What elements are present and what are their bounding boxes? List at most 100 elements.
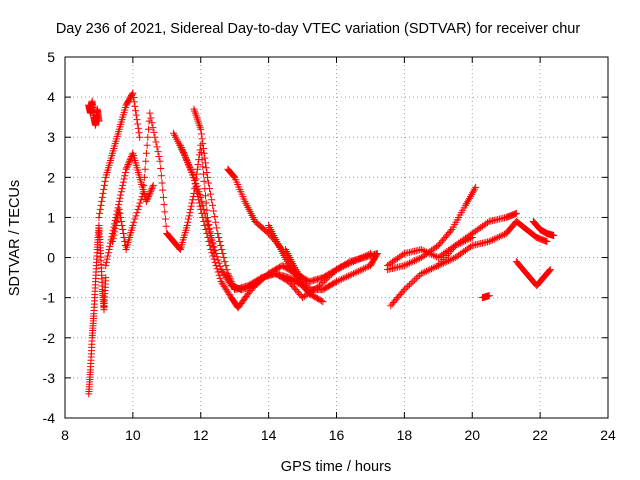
data-point xyxy=(117,188,125,196)
data-point xyxy=(150,128,158,136)
data-point xyxy=(216,238,224,246)
data-point xyxy=(111,225,119,233)
data-point xyxy=(191,180,199,188)
data-point xyxy=(142,197,150,205)
plot-frame xyxy=(64,56,609,419)
data-point xyxy=(126,156,134,164)
data-point xyxy=(411,276,419,284)
data-point xyxy=(485,292,493,300)
y-axis-label: SDTVAR / TECUs xyxy=(7,180,23,296)
data-point xyxy=(438,260,446,268)
data-point xyxy=(217,242,225,250)
data-point xyxy=(103,255,111,263)
series-early-high xyxy=(85,97,103,129)
data-point xyxy=(543,238,551,246)
data-point xyxy=(96,205,104,213)
data-point xyxy=(186,209,194,217)
data-point xyxy=(115,209,123,217)
data-point xyxy=(133,209,141,217)
data-point xyxy=(484,219,492,227)
data-point xyxy=(138,193,146,201)
y-tick-label: 4 xyxy=(47,89,55,105)
data-point xyxy=(485,238,493,246)
data-point xyxy=(144,194,152,202)
data-point xyxy=(407,258,415,266)
data-point xyxy=(353,268,361,276)
data-point xyxy=(499,231,507,239)
data-point xyxy=(209,201,217,209)
data-point xyxy=(122,165,130,173)
data-point xyxy=(221,258,229,266)
data-point xyxy=(128,90,136,98)
data-point xyxy=(109,234,117,242)
data-point xyxy=(489,236,497,244)
data-point xyxy=(338,275,346,283)
data-point xyxy=(148,185,156,193)
data-point xyxy=(136,133,144,141)
data-point xyxy=(215,234,223,241)
data-point xyxy=(419,269,427,277)
y-tick-label: -4 xyxy=(43,410,56,426)
data-point xyxy=(414,273,422,281)
data-point xyxy=(100,181,108,189)
data-point xyxy=(421,247,429,255)
data-point xyxy=(188,199,196,207)
data-point xyxy=(412,274,420,282)
x-tick-label: 24 xyxy=(600,427,616,443)
data-point xyxy=(98,197,106,205)
data-point xyxy=(426,250,434,258)
data-point xyxy=(152,138,160,146)
data-point xyxy=(356,266,364,274)
data-point xyxy=(218,246,226,254)
data-point xyxy=(146,189,154,197)
data-point xyxy=(118,221,126,229)
data-point xyxy=(183,221,191,229)
x-tick-label: 14 xyxy=(261,427,277,443)
data-point xyxy=(142,157,150,165)
data-point xyxy=(546,266,554,274)
y-tick-label: 3 xyxy=(47,129,55,145)
data-point xyxy=(162,222,170,230)
data-point xyxy=(121,169,129,177)
data-point xyxy=(147,114,155,122)
data-point xyxy=(193,170,201,178)
data-point xyxy=(197,141,205,149)
x-tick-label: 12 xyxy=(193,427,209,443)
data-point xyxy=(417,270,425,278)
data-point xyxy=(358,266,366,274)
data-point xyxy=(137,196,145,204)
data-point xyxy=(409,278,417,286)
data-point xyxy=(130,98,138,106)
y-tick-label: 0 xyxy=(47,250,55,266)
x-tick-label: 10 xyxy=(125,427,141,443)
data-point xyxy=(429,251,437,259)
data-point xyxy=(424,249,432,257)
data-point xyxy=(176,245,184,253)
data-point xyxy=(149,124,157,132)
data-point xyxy=(226,274,234,282)
data-point xyxy=(142,149,150,157)
data-point xyxy=(199,163,207,171)
data-point xyxy=(206,224,214,232)
data-point xyxy=(98,193,106,201)
data-point xyxy=(208,239,216,247)
data-point xyxy=(492,234,500,242)
data-point xyxy=(210,250,218,258)
series-track-j xyxy=(383,209,520,270)
data-point xyxy=(422,267,430,275)
data-point xyxy=(206,228,214,236)
data-point xyxy=(185,212,193,220)
data-point xyxy=(117,217,125,225)
data-point xyxy=(159,186,167,194)
data-point xyxy=(225,271,233,279)
data-point xyxy=(136,199,144,207)
data-point xyxy=(462,200,470,208)
data-point xyxy=(104,249,112,257)
data-point xyxy=(197,193,205,201)
data-point xyxy=(131,215,139,223)
data-point xyxy=(414,255,422,263)
data-point xyxy=(99,189,107,197)
data-point xyxy=(147,186,155,194)
data-point xyxy=(97,201,105,209)
data-point xyxy=(149,181,157,189)
